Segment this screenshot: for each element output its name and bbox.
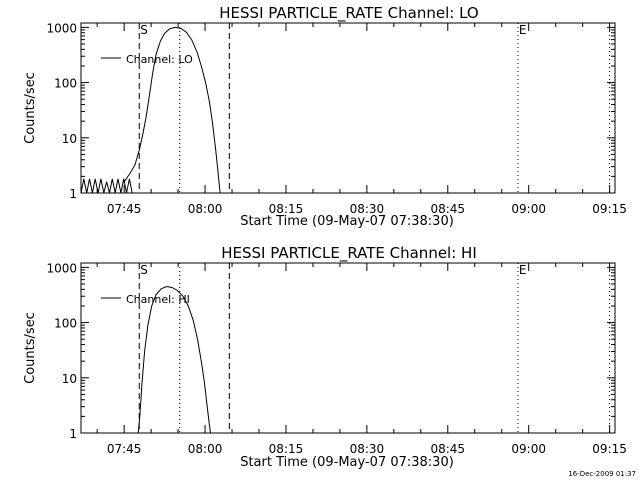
y-tick-label: 1 <box>69 187 77 201</box>
y-tick-label: 1000 <box>46 21 77 35</box>
y-tick-label: 10 <box>62 372 77 386</box>
x-tick-label: 08:00 <box>188 442 223 456</box>
y-tick-label: 100 <box>54 317 77 331</box>
panel-lo: HESSI PARTICLE_RATE Channel: LO 07:45 08:… <box>23 4 627 229</box>
legend: Channel: LO <box>101 53 193 66</box>
x-tick-label: 07:45 <box>107 442 142 456</box>
marker-label: E <box>519 263 527 277</box>
x-tick-label: 07:45 <box>107 202 142 216</box>
series-noise <box>80 178 133 194</box>
panel-hi: HESSI PARTICLE_RATE Channel: HI 07:45 08:… <box>23 244 627 470</box>
x-tick-label: 08:00 <box>188 202 223 216</box>
chart-title: HESSI PARTICLE_RATE Channel: LO <box>219 4 478 23</box>
marker-label: S <box>140 23 148 37</box>
y-tick-label: 10 <box>62 132 77 146</box>
x-tick-label: 09:15 <box>592 202 627 216</box>
y-axis-label: Counts/sec <box>23 312 38 384</box>
x-tick-label: 08:30 <box>350 442 385 456</box>
axis-ticks: 07:45 08:00 08:15 08:30 08:45 09:00 09:15 1 10 10… <box>46 261 626 456</box>
x-tick-label: 08:15 <box>269 442 304 456</box>
marker-label: S <box>140 263 148 277</box>
footer-timestamp: 16-Dec-2009 01:37 <box>568 470 636 478</box>
x-tick-label: 08:30 <box>350 202 385 216</box>
x-tick-label: 09:15 <box>592 442 627 456</box>
y-tick-label: 1 <box>69 427 77 441</box>
plot-frame <box>80 262 616 434</box>
y-tick-label: 100 <box>54 77 77 91</box>
series-group <box>80 26 221 194</box>
series-line <box>123 26 221 194</box>
legend: Channel: HI <box>101 293 190 306</box>
chart-title: HESSI PARTICLE_RATE Channel: HI <box>221 244 477 263</box>
legend-label: Channel: LO <box>126 53 193 66</box>
x-tick-label: 08:45 <box>430 202 465 216</box>
x-axis-label: Start Time (09-May-07 07:38:30) <box>240 455 454 470</box>
series-line <box>137 285 211 434</box>
axis-ticks: 07:45 08:00 08:15 08:30 08:45 09:00 09:15 1 10 10… <box>46 21 626 216</box>
x-tick-label: 08:15 <box>269 202 304 216</box>
x-axis-label: Start Time (09-May-07 07:38:30) <box>240 214 454 229</box>
series-group <box>137 285 211 434</box>
y-tick-label: 1000 <box>46 261 77 275</box>
x-tick-label: 09:00 <box>511 442 546 456</box>
x-tick-label: 08:45 <box>430 442 465 456</box>
x-tick-label: 09:00 <box>511 202 546 216</box>
marker-label: E <box>519 23 527 37</box>
legend-label: Channel: HI <box>126 293 190 306</box>
plot-frame <box>80 22 616 194</box>
y-axis-label: Counts/sec <box>23 72 38 144</box>
